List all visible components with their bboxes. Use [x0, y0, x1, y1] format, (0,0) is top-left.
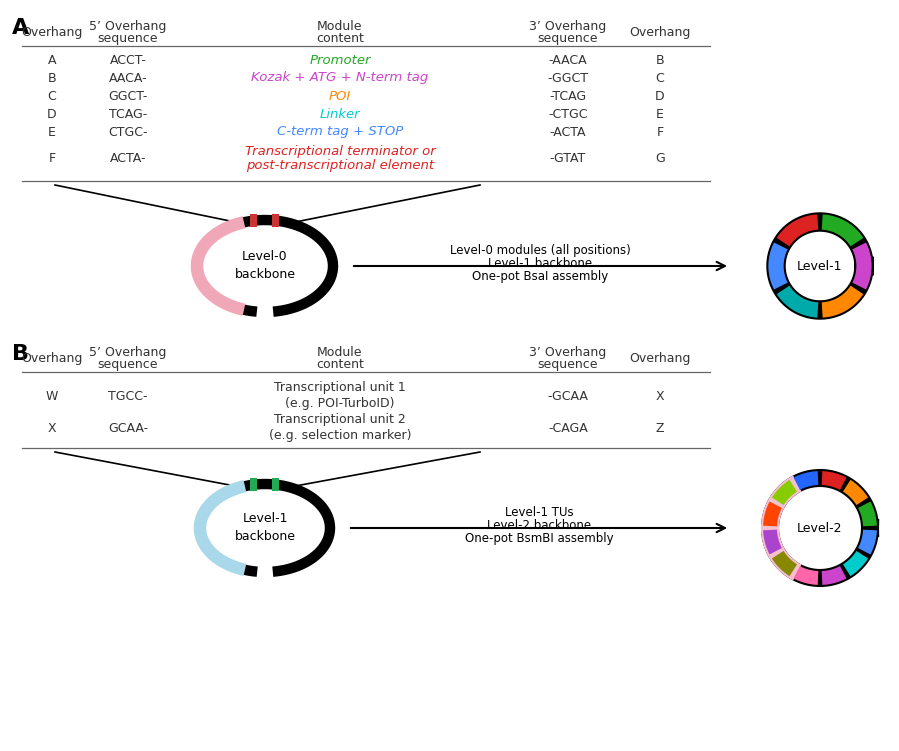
Text: ACCT-: ACCT-: [110, 53, 147, 67]
Text: Level-0
backbone: Level-0 backbone: [235, 251, 296, 282]
Text: Level-2 backbone: Level-2 backbone: [487, 519, 591, 532]
Text: W: W: [46, 390, 58, 403]
Polygon shape: [863, 543, 872, 551]
Text: sequence: sequence: [538, 32, 598, 45]
Text: -TCAG: -TCAG: [549, 89, 586, 102]
Text: Level-0 modules (all positions): Level-0 modules (all positions): [450, 244, 631, 257]
Text: D: D: [47, 107, 57, 120]
Text: ACTA-: ACTA-: [110, 152, 147, 165]
Text: -CTGC: -CTGC: [548, 107, 588, 120]
Bar: [271, 478, 279, 491]
Text: Level-1 TUs: Level-1 TUs: [504, 506, 574, 519]
Text: F: F: [49, 152, 56, 165]
Text: One-pot BsaI assembly: One-pot BsaI assembly: [472, 270, 609, 283]
Text: Transcriptional terminator or: Transcriptional terminator or: [245, 146, 435, 158]
Text: Level-1
backbone: Level-1 backbone: [235, 512, 296, 544]
Text: CTGC-: CTGC-: [108, 125, 147, 138]
Polygon shape: [797, 571, 806, 580]
Text: Level-2: Level-2: [797, 521, 842, 535]
Polygon shape: [849, 233, 857, 242]
Polygon shape: [823, 305, 831, 315]
Text: X: X: [655, 390, 664, 403]
Text: GGCT-: GGCT-: [108, 89, 147, 102]
Text: E: E: [656, 107, 664, 120]
Text: AACA-: AACA-: [109, 71, 147, 85]
Polygon shape: [810, 218, 818, 228]
Text: X: X: [48, 421, 57, 435]
Text: B: B: [48, 71, 57, 85]
Text: content: content: [316, 32, 364, 45]
Text: Module: Module: [317, 20, 363, 33]
Text: TCAG-: TCAG-: [109, 107, 147, 120]
Text: Z: Z: [655, 421, 664, 435]
Text: Transcriptional unit 1: Transcriptional unit 1: [274, 382, 405, 394]
Text: POI: POI: [329, 89, 352, 102]
Polygon shape: [811, 473, 818, 484]
Text: -GTAT: -GTAT: [550, 152, 586, 165]
Text: (e.g. selection marker): (e.g. selection marker): [269, 430, 411, 442]
Text: Overhang: Overhang: [629, 352, 690, 365]
Text: F: F: [656, 125, 663, 138]
Polygon shape: [854, 493, 863, 501]
Bar: [250, 214, 257, 227]
Text: 3’ Overhang: 3’ Overhang: [530, 20, 607, 33]
Text: post-transcriptional element: post-transcriptional element: [246, 159, 434, 173]
Text: C: C: [48, 89, 57, 102]
Text: Overhang: Overhang: [22, 352, 83, 365]
Text: Kozak + ATG + N-term tag: Kozak + ATG + N-term tag: [252, 71, 429, 85]
Text: 5’ Overhang: 5’ Overhang: [89, 346, 166, 359]
Polygon shape: [778, 555, 786, 563]
Text: Level-1 backbone: Level-1 backbone: [488, 257, 592, 270]
Polygon shape: [859, 276, 868, 286]
Text: sequence: sequence: [538, 358, 598, 371]
Text: TGCC-: TGCC-: [108, 390, 147, 403]
Text: A: A: [48, 53, 57, 67]
Text: sequence: sequence: [98, 358, 158, 371]
Text: sequence: sequence: [98, 32, 158, 45]
Text: B: B: [655, 53, 664, 67]
Text: Module: Module: [317, 346, 363, 359]
Text: -ACTA: -ACTA: [550, 125, 586, 138]
Text: (e.g. POI-TurboID): (e.g. POI-TurboID): [285, 397, 395, 411]
Bar: [272, 214, 280, 227]
Text: G: G: [655, 152, 665, 165]
Text: Transcriptional unit 2: Transcriptional unit 2: [274, 414, 405, 427]
Text: -CAGA: -CAGA: [548, 421, 588, 435]
Text: One-pot BsmBI assembly: One-pot BsmBI assembly: [465, 532, 613, 545]
Bar: [250, 478, 257, 491]
Polygon shape: [822, 573, 829, 583]
Text: Overhang: Overhang: [629, 26, 690, 39]
Text: E: E: [48, 125, 56, 138]
Polygon shape: [835, 476, 843, 485]
Text: Linker: Linker: [320, 107, 360, 120]
Text: -GCAA: -GCAA: [547, 390, 589, 403]
Text: Promoter: Promoter: [309, 53, 370, 67]
Text: Overhang: Overhang: [22, 26, 83, 39]
Text: Level-1: Level-1: [797, 260, 842, 273]
Text: content: content: [316, 358, 364, 371]
Text: 3’ Overhang: 3’ Overhang: [530, 346, 607, 359]
Text: A: A: [12, 18, 30, 38]
Polygon shape: [865, 519, 875, 526]
Polygon shape: [768, 505, 777, 513]
Text: GCAA-: GCAA-: [108, 421, 148, 435]
Text: D: D: [655, 89, 665, 102]
Text: 5’ Overhang: 5’ Overhang: [89, 20, 166, 33]
Text: -GGCT: -GGCT: [547, 71, 589, 85]
Text: B: B: [12, 344, 29, 364]
Polygon shape: [783, 290, 792, 300]
Polygon shape: [773, 246, 781, 255]
Polygon shape: [847, 562, 855, 571]
Text: -AACA: -AACA: [548, 53, 587, 67]
Text: C: C: [655, 71, 664, 85]
Text: C-term tag + STOP: C-term tag + STOP: [277, 125, 403, 138]
Polygon shape: [765, 530, 775, 537]
Polygon shape: [785, 485, 793, 493]
